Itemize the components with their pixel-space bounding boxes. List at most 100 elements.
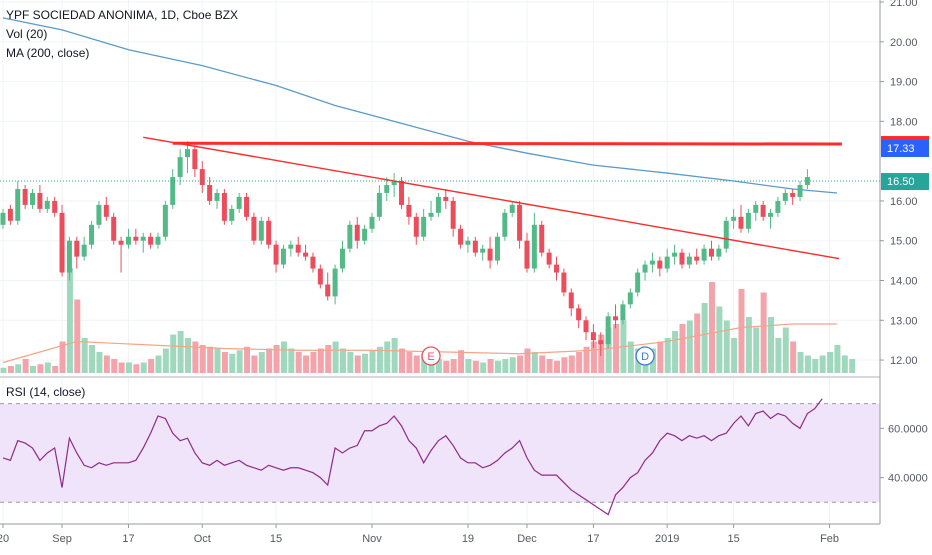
time-tick-label: Oct xyxy=(194,533,211,545)
volume-bar xyxy=(192,341,199,373)
candle-body xyxy=(325,284,331,297)
candle-body xyxy=(244,196,250,217)
candle-body xyxy=(221,192,227,221)
candle-body xyxy=(502,212,508,237)
candle-body xyxy=(354,224,360,241)
volume-bar xyxy=(125,362,132,373)
candle-body xyxy=(458,228,464,245)
volume-bar xyxy=(716,306,723,373)
volume-bar xyxy=(273,345,280,373)
candle-body xyxy=(657,260,663,269)
candle-body xyxy=(162,204,168,237)
candle-body xyxy=(310,256,316,269)
candle-body xyxy=(546,252,552,265)
event-markers[interactable]: E D xyxy=(421,346,655,366)
candle-body xyxy=(679,252,685,265)
volume-bar xyxy=(376,346,383,373)
candle-body xyxy=(450,200,456,229)
candle-body xyxy=(738,216,744,229)
volume-bar xyxy=(391,338,398,373)
volume-legend[interactable]: Vol (20) xyxy=(6,27,48,41)
volume-bar xyxy=(303,355,310,373)
volume-bar xyxy=(236,350,243,373)
candle-body xyxy=(288,244,294,249)
candle-body xyxy=(177,157,183,178)
volume-bar xyxy=(554,360,560,373)
candle-body xyxy=(428,212,434,217)
price-label-box xyxy=(881,173,929,191)
rsi-axis[interactable]: 60.0000 40.0000 xyxy=(880,423,928,485)
volume-bar xyxy=(672,331,679,373)
candle-body xyxy=(605,316,611,345)
volume-bar xyxy=(0,367,7,373)
candle-body xyxy=(649,260,655,265)
price-label-text: 16.50 xyxy=(887,176,915,188)
candle-body xyxy=(694,256,700,261)
candle-body xyxy=(731,216,737,221)
volume-bar xyxy=(539,355,546,373)
rsi-tick-label: 60.0000 xyxy=(888,423,928,435)
candle-body xyxy=(7,208,13,221)
candle-body xyxy=(280,248,286,265)
candle-body xyxy=(480,248,486,253)
rsi-tick-label: 40.0000 xyxy=(888,473,928,485)
time-tick-label: 15 xyxy=(270,533,282,545)
earnings-marker-circle[interactable] xyxy=(421,346,441,366)
volume-bar xyxy=(768,317,775,373)
candle-body xyxy=(716,248,722,257)
candle-body xyxy=(155,236,161,245)
rsi-legend[interactable]: RSI (14, close) xyxy=(6,385,86,399)
price-tick-label: 14.00 xyxy=(890,275,918,287)
volume-bar xyxy=(797,352,804,373)
volume-bar xyxy=(7,366,14,373)
candle-body xyxy=(236,196,242,209)
dividend-marker-circle[interactable] xyxy=(635,346,655,366)
diagonal-trend-line[interactable] xyxy=(143,136,840,260)
volume-bar xyxy=(66,268,73,373)
candle-body xyxy=(339,248,345,269)
price-tick-label: 18.00 xyxy=(890,116,918,128)
volume-bar xyxy=(362,353,369,373)
volume-bar xyxy=(317,348,324,373)
volume-bar xyxy=(657,341,664,373)
candle-body xyxy=(295,244,301,253)
volume-bar xyxy=(827,352,834,373)
volume-ma-line xyxy=(2,323,837,364)
horizontal-resistance-line[interactable] xyxy=(172,141,842,146)
symbol-title[interactable]: YPF SOCIEDAD ANONIMA, 1D, Cboe BZX xyxy=(6,8,239,22)
candle-body xyxy=(22,188,28,205)
volume-bar xyxy=(214,348,221,373)
earnings-marker[interactable]: E xyxy=(421,346,441,366)
candle-body xyxy=(37,192,43,209)
candle-body xyxy=(229,208,235,221)
candle-body xyxy=(509,204,515,213)
volume-bar xyxy=(561,357,568,373)
candle-body xyxy=(768,212,774,217)
volume-bar xyxy=(576,352,583,373)
volume-bar xyxy=(465,359,472,373)
candle-body xyxy=(111,216,117,241)
volume-bar xyxy=(790,341,797,373)
volume-bar xyxy=(155,355,162,373)
volume-bar xyxy=(347,352,354,373)
volume-bar xyxy=(458,350,465,373)
candle-body xyxy=(672,252,678,257)
dividend-marker[interactable]: D xyxy=(635,346,655,366)
candle-body xyxy=(782,192,788,201)
candle-body xyxy=(399,181,405,205)
volume-bar xyxy=(480,362,487,373)
volume-bar xyxy=(841,355,848,373)
volume-bar xyxy=(723,320,730,373)
candle-body xyxy=(52,200,58,213)
volume-bar xyxy=(812,359,819,373)
candle-body xyxy=(435,196,441,213)
time-tick-label: Feb xyxy=(820,533,839,545)
price-axis[interactable]: 21.00 20.00 19.00 18.00 16.00 15.00 14.00 13.00… xyxy=(880,0,918,367)
ma-legend[interactable]: MA (200, close) xyxy=(6,46,90,60)
volume-bar xyxy=(59,341,66,373)
price-tick-label: 16.00 xyxy=(890,196,918,208)
time-axis[interactable]: 20 Sep 17 Oct 15 Nov 19 Dec 17 2019 15 Feb xyxy=(0,524,839,545)
volume-bar xyxy=(229,353,236,373)
